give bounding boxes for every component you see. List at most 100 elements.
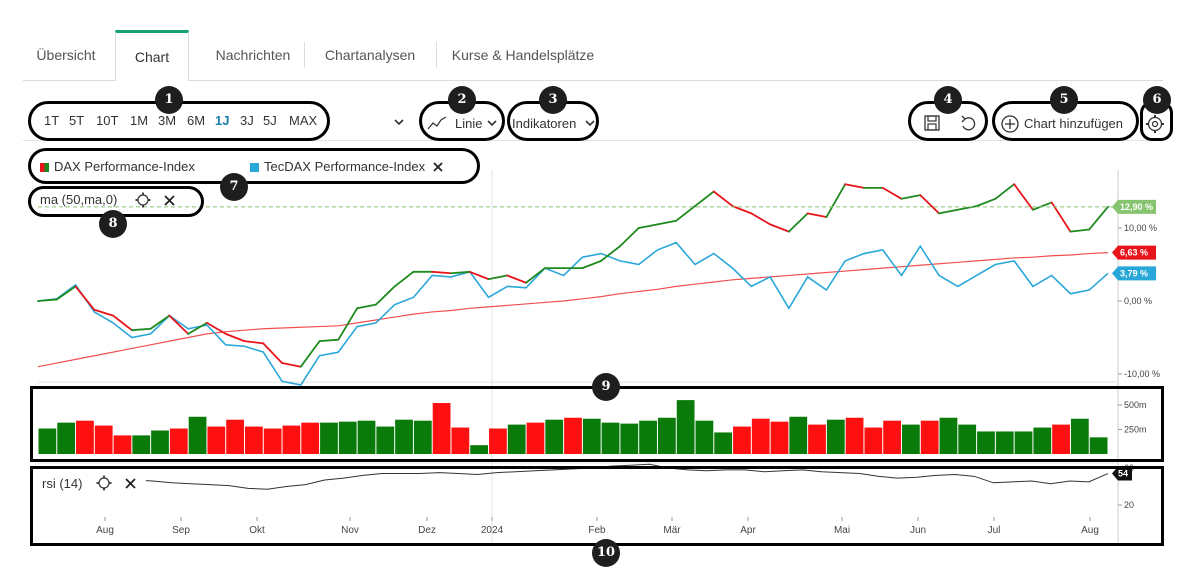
annotation-box-rsi xyxy=(30,466,1164,546)
volume-bar xyxy=(751,418,770,454)
volume-bar xyxy=(601,422,620,454)
close-icon[interactable] xyxy=(432,161,444,173)
dax-line-segment xyxy=(281,362,302,368)
annotation-badge: 2 xyxy=(448,86,476,114)
volume-bar xyxy=(244,426,263,454)
volume-bar xyxy=(1033,427,1052,454)
legend-swatch xyxy=(250,163,259,172)
y-tick-label: -10,00 % xyxy=(1124,369,1160,379)
close-icon[interactable] xyxy=(125,478,136,489)
dax-line-segment xyxy=(806,212,828,218)
volume-bar xyxy=(920,420,939,454)
dax-value-tag-text: 12,90 % xyxy=(1120,202,1153,212)
tab-divider xyxy=(304,42,305,68)
dax-line-segment xyxy=(956,205,978,211)
tab-chart-analysis[interactable]: Chartanalysen xyxy=(313,30,427,80)
rsi-tick-label: 20 xyxy=(1124,500,1134,510)
volume-bar xyxy=(226,419,244,454)
volume-bar xyxy=(432,403,451,454)
tab-quotes-venues[interactable]: Kurse & Handelsplätze xyxy=(443,30,603,80)
dax-line-segment xyxy=(844,183,865,189)
chevron-down-icon[interactable] xyxy=(393,117,405,127)
dax-line-segment xyxy=(130,327,152,332)
chart-type-label[interactable]: Linie xyxy=(455,116,483,131)
period-6m[interactable]: 6M xyxy=(187,113,206,128)
x-tick-label: Feb xyxy=(588,525,606,536)
x-tick-label: 2024 xyxy=(481,525,504,536)
dax-line-segment xyxy=(900,194,922,200)
dax-line-segment xyxy=(787,212,809,233)
rsi-indicator-label: rsi (14) xyxy=(42,476,83,491)
volume-bar xyxy=(413,420,432,454)
volume-bar xyxy=(507,424,526,454)
period-3m[interactable]: 3M xyxy=(158,113,177,128)
add-chart-button[interactable]: Chart hinzufügen xyxy=(1024,116,1124,131)
indicators-dropdown[interactable]: Indikatoren xyxy=(512,116,577,131)
volume-bar xyxy=(320,422,338,454)
tab-chart[interactable]: Chart xyxy=(115,30,189,81)
period-1j[interactable]: 1J xyxy=(215,113,230,128)
period-5j[interactable]: 5J xyxy=(263,113,277,128)
volume-bar xyxy=(789,416,808,454)
volume-bar xyxy=(57,422,76,454)
dax-line-segment xyxy=(731,205,753,215)
dax-line-segment xyxy=(187,321,208,335)
volume-bar xyxy=(376,426,395,454)
dax-line-segment xyxy=(337,307,359,341)
volume-bar xyxy=(564,417,582,454)
x-tick-label: Mär xyxy=(663,525,681,536)
period-1m[interactable]: 1M xyxy=(130,113,149,128)
dax-line-segment xyxy=(262,342,283,364)
tab-overview[interactable]: Übersicht xyxy=(23,30,109,80)
x-tick-label: Aug xyxy=(96,525,114,536)
tecdax-value-tag xyxy=(1112,266,1156,281)
x-tick-label: Nov xyxy=(341,525,359,536)
dax-line-segment xyxy=(468,270,490,281)
volume-bar xyxy=(826,419,845,454)
volume-bar xyxy=(695,420,714,454)
volume-tick-label: 250m xyxy=(1124,425,1147,435)
volume-bar xyxy=(620,423,639,454)
volume-bar xyxy=(451,427,470,454)
x-tick-label: Dez xyxy=(418,525,436,536)
tab-bar: Übersicht Chart Nachrichten Chartanalyse… xyxy=(23,30,1163,81)
period-3j[interactable]: 3J xyxy=(240,113,254,128)
x-tick-label: Apr xyxy=(740,525,756,536)
gear-icon[interactable] xyxy=(135,192,151,208)
volume-bar xyxy=(338,421,357,454)
dax-line-segment xyxy=(93,308,114,317)
tab-news[interactable]: Nachrichten xyxy=(198,30,308,80)
volume-bar xyxy=(76,420,94,454)
dax-line-segment xyxy=(600,245,621,262)
annotation-badge: 6 xyxy=(1143,86,1171,114)
legend-item-tecdax[interactable]: TecDAX Performance-Index xyxy=(250,157,425,177)
ma-value-tag-text: 6,63 % xyxy=(1120,248,1148,258)
volume-bar xyxy=(582,418,601,454)
volume-bar xyxy=(38,428,57,454)
rsi-label-bg xyxy=(38,472,146,496)
legend-label: DAX Performance-Index xyxy=(54,159,195,174)
tecdax-line xyxy=(37,241,1109,386)
y-tick-label: 0,00 % xyxy=(1124,296,1152,306)
annotation-badge: 8 xyxy=(99,210,127,238)
annotation-badge: 3 xyxy=(539,86,567,114)
dax-line-segment xyxy=(224,332,246,343)
dax-line-segment xyxy=(55,285,77,301)
gear-icon[interactable] xyxy=(1145,114,1165,134)
dax-line-segment xyxy=(356,303,377,310)
dax-line-segment xyxy=(206,321,227,335)
volume-bar xyxy=(94,425,113,454)
period-10t[interactable]: 10T xyxy=(96,113,119,128)
rsi-value-tag-text: 54 xyxy=(1118,469,1128,479)
volume-bar xyxy=(301,422,320,454)
y-tick-label: 10,00 % xyxy=(1124,223,1157,233)
tab-divider xyxy=(436,42,437,68)
dax-line-segment xyxy=(506,274,527,284)
gear-icon[interactable] xyxy=(96,475,112,491)
close-icon[interactable] xyxy=(164,195,175,206)
dax-line-segment xyxy=(994,183,1016,200)
period-5t[interactable]: 5T xyxy=(69,113,85,128)
ma-indicator-label: ma (50,ma,0) xyxy=(40,192,118,207)
volume-bar xyxy=(151,430,169,454)
